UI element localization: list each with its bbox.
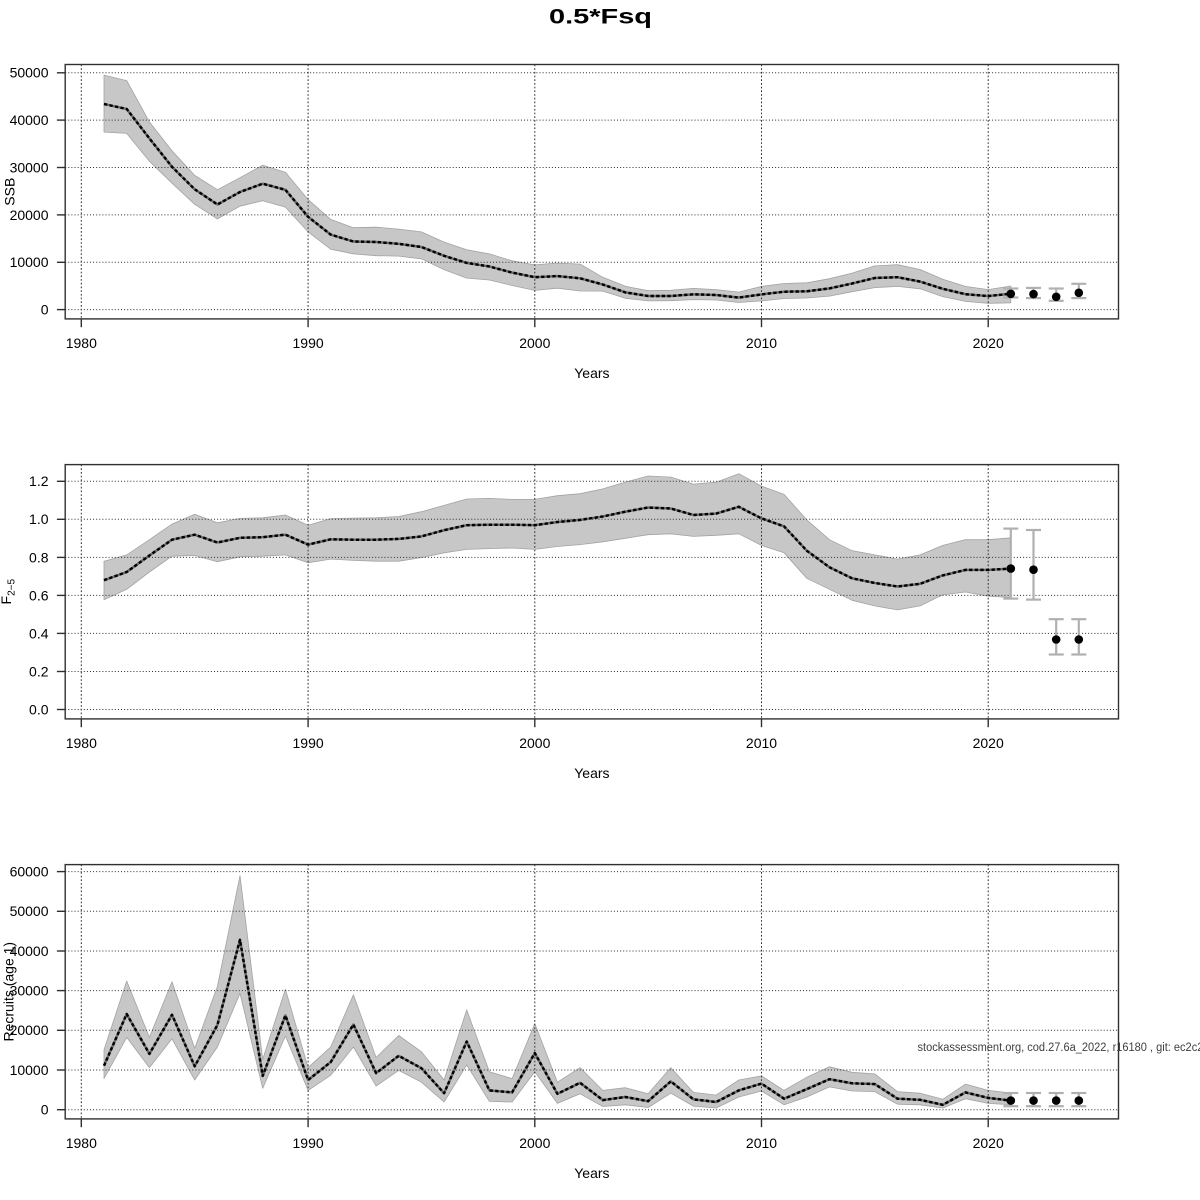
svg-text:50000: 50000 — [10, 65, 49, 81]
svg-text:2010: 2010 — [746, 735, 777, 751]
svg-text:0.0: 0.0 — [29, 701, 49, 717]
svg-text:0.5*Fsq: 0.5*Fsq — [549, 5, 652, 29]
svg-text:0: 0 — [41, 302, 49, 318]
svg-text:0.4: 0.4 — [29, 625, 49, 641]
svg-text:0: 0 — [41, 1102, 49, 1118]
svg-text:0.8: 0.8 — [29, 549, 49, 565]
svg-text:1990: 1990 — [293, 735, 324, 751]
svg-text:2020: 2020 — [973, 735, 1004, 751]
svg-text:2000: 2000 — [519, 1135, 550, 1151]
svg-text:1990: 1990 — [293, 1135, 324, 1151]
svg-text:0.6: 0.6 — [29, 587, 49, 603]
svg-text:0.2: 0.2 — [29, 663, 49, 679]
svg-text:1.0: 1.0 — [29, 511, 49, 527]
svg-text:2010: 2010 — [746, 1135, 777, 1151]
svg-text:Years: Years — [574, 765, 609, 781]
svg-text:1.2: 1.2 — [29, 473, 49, 489]
svg-text:Years: Years — [574, 1165, 609, 1181]
svg-text:Years: Years — [574, 365, 609, 381]
svg-text:30000: 30000 — [10, 983, 49, 999]
svg-text:Recruits (age 1): Recruits (age 1) — [1, 942, 17, 1042]
svg-text:10000: 10000 — [10, 1062, 49, 1078]
svg-text:2020: 2020 — [973, 1135, 1004, 1151]
svg-text:2010: 2010 — [746, 335, 777, 351]
svg-text:30000: 30000 — [10, 159, 49, 175]
svg-text:1980: 1980 — [66, 1135, 97, 1151]
svg-text:1980: 1980 — [66, 335, 97, 351]
svg-text:SSB: SSB — [2, 178, 18, 206]
svg-text:20000: 20000 — [10, 1022, 49, 1038]
svg-text:50000: 50000 — [10, 903, 49, 919]
svg-text:2000: 2000 — [519, 735, 550, 751]
svg-text:1980: 1980 — [66, 735, 97, 751]
svg-text:2020: 2020 — [973, 335, 1004, 351]
svg-text:40000: 40000 — [10, 943, 49, 959]
svg-text:20000: 20000 — [10, 207, 49, 223]
svg-text:stockassessment.org, cod.27.6a: stockassessment.org, cod.27.6a_2022, r16… — [918, 1042, 1200, 1054]
svg-text:1990: 1990 — [293, 335, 324, 351]
svg-text:2000: 2000 — [519, 335, 550, 351]
svg-text:40000: 40000 — [10, 112, 49, 128]
svg-text:10000: 10000 — [10, 254, 49, 270]
svg-text:60000: 60000 — [10, 864, 49, 880]
